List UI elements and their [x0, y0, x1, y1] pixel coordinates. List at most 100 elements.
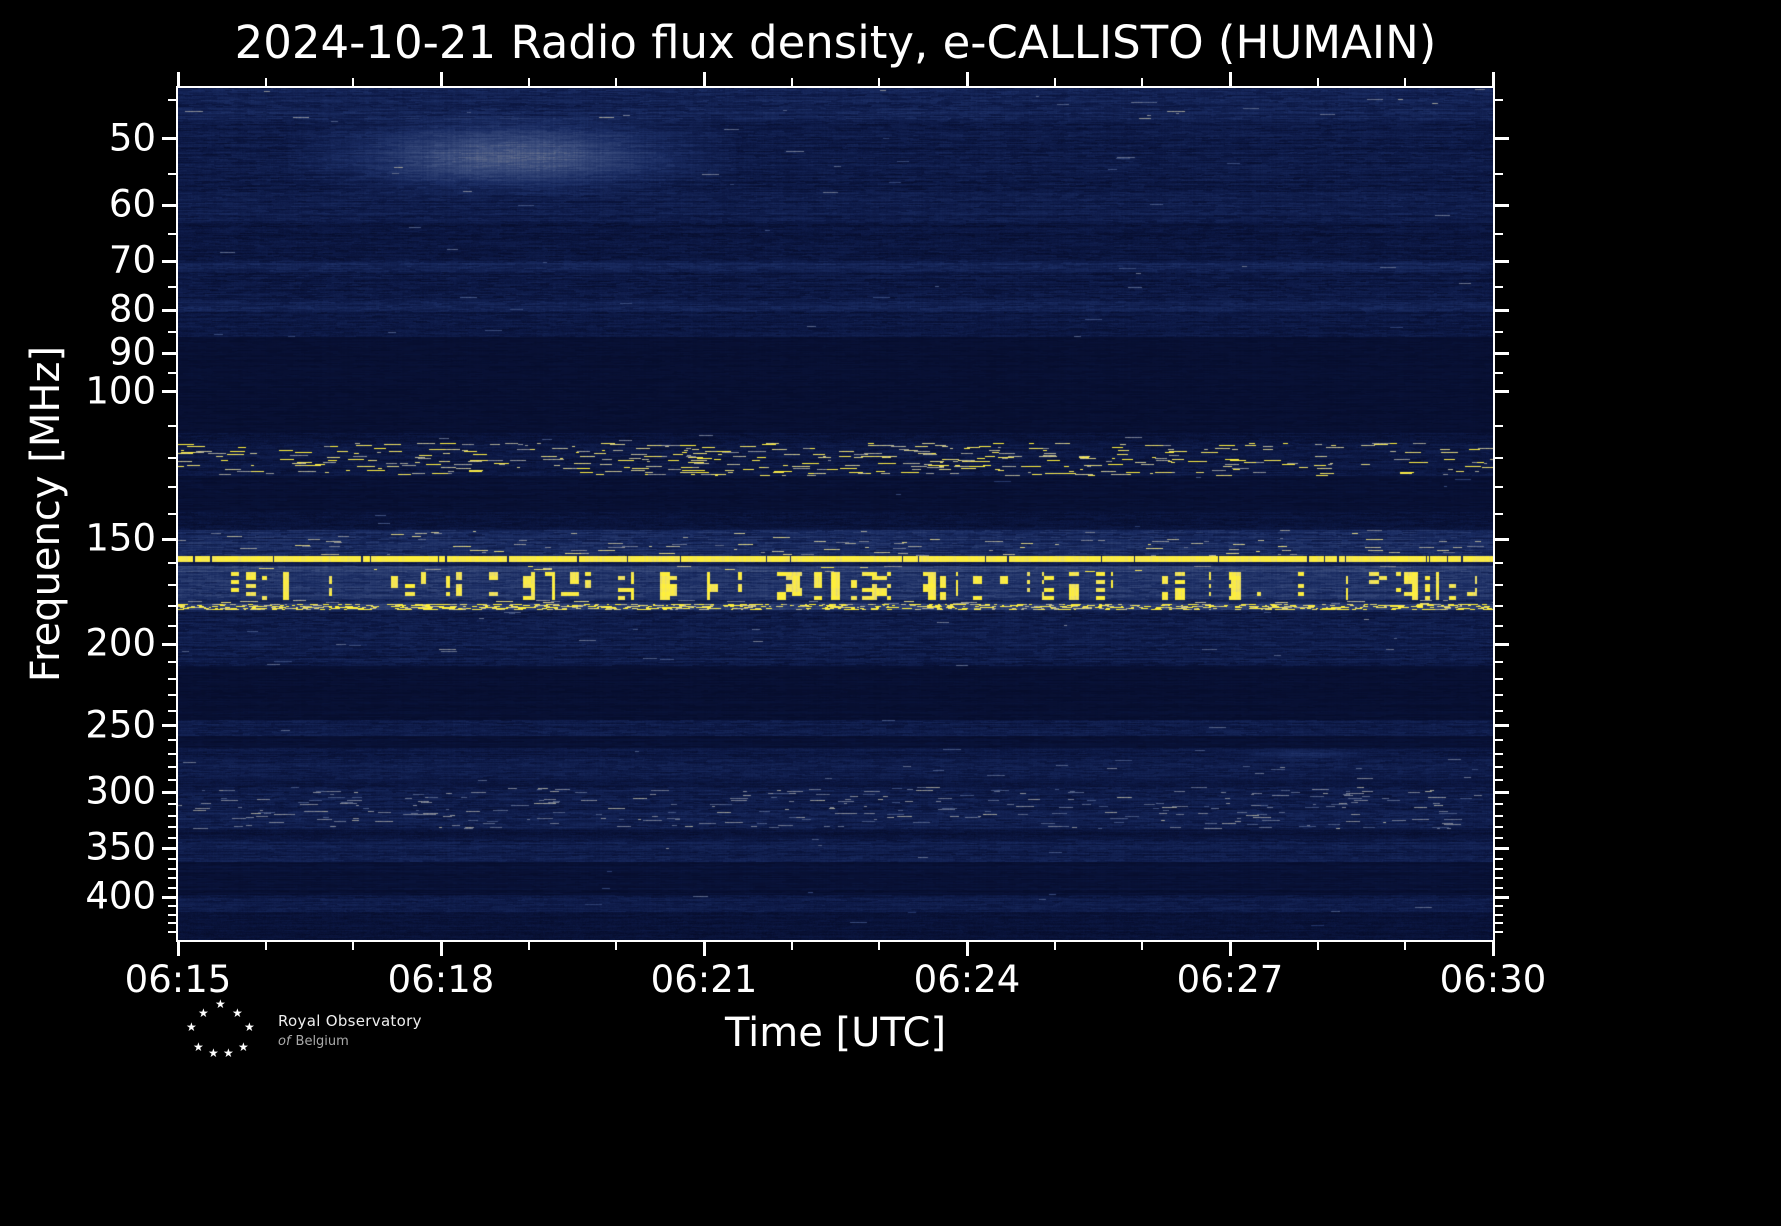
tick-mark [168, 765, 176, 768]
y-tick-label: 300 [85, 769, 156, 813]
tick-mark [1495, 624, 1503, 627]
tick-mark [1495, 877, 1503, 880]
tick-mark [1316, 942, 1319, 950]
tick-mark [168, 457, 176, 460]
tick-mark [1316, 78, 1319, 86]
tick-mark [1495, 678, 1503, 681]
tick-mark [439, 942, 443, 956]
tick-mark [1495, 846, 1509, 850]
tick-mark [1495, 371, 1503, 374]
x-axis-label: Time [UTC] [724, 1010, 947, 1056]
tick-mark [168, 905, 176, 908]
x-tick-label: 06:21 [650, 958, 758, 1001]
tick-mark [1495, 825, 1503, 828]
tick-mark [168, 661, 176, 664]
tick-mark [162, 724, 176, 728]
tick-mark [1495, 886, 1503, 889]
tick-mark [1495, 172, 1503, 175]
tick-mark [162, 351, 176, 355]
tick-mark [527, 942, 530, 950]
tick-mark [1141, 942, 1144, 950]
tick-mark [168, 738, 176, 741]
tick-mark [1495, 486, 1503, 489]
y-tick-label: 70 [108, 239, 156, 283]
star-icon: ★ [208, 1046, 219, 1060]
tick-mark [264, 78, 267, 86]
tick-mark [702, 72, 706, 86]
tick-mark [176, 72, 180, 86]
star-icon: ★ [223, 1046, 234, 1060]
tick-mark [1495, 604, 1503, 607]
star-icon: ★ [186, 1020, 197, 1034]
tick-mark [168, 486, 176, 489]
y-tick-label: 50 [108, 116, 156, 160]
tick-mark [1495, 390, 1509, 394]
tick-mark [965, 72, 969, 86]
tick-mark [1495, 930, 1503, 933]
tick-mark [162, 203, 176, 207]
tick-mark [168, 331, 176, 334]
tick-mark [1495, 857, 1503, 860]
tick-mark [162, 642, 176, 646]
star-icon: ★ [232, 1006, 243, 1020]
tick-mark [168, 867, 176, 870]
tick-mark [1495, 285, 1503, 288]
tick-mark [168, 913, 176, 916]
tick-mark [1228, 942, 1232, 956]
tick-mark [1495, 905, 1503, 908]
tick-mark [1495, 724, 1509, 728]
tick-mark [176, 942, 180, 956]
tick-mark [1404, 942, 1407, 950]
tick-mark [1495, 203, 1509, 207]
tick-mark [168, 857, 176, 860]
tick-mark [1404, 78, 1407, 86]
x-tick-label: 06:30 [1439, 958, 1547, 1001]
tick-mark [162, 390, 176, 394]
tick-mark [439, 72, 443, 86]
tick-mark [162, 137, 176, 141]
tick-mark [168, 694, 176, 697]
tick-mark [1495, 694, 1503, 697]
tick-mark [1495, 765, 1503, 768]
tick-mark [1495, 913, 1503, 916]
tick-mark [1495, 137, 1509, 141]
y-tick-label: 350 [85, 825, 156, 869]
chart-title: 2024-10-21 Radio flux density, e-CALLIST… [234, 16, 1437, 69]
tick-mark [162, 846, 176, 850]
tick-mark [168, 233, 176, 236]
tick-mark [1495, 661, 1503, 664]
y-tick-label: 150 [85, 517, 156, 561]
tick-mark [1495, 457, 1503, 460]
tick-mark [1495, 259, 1509, 263]
tick-mark [527, 78, 530, 86]
logo-text-belgium: Belgium [295, 1034, 349, 1049]
tick-mark [162, 308, 176, 312]
tick-mark [615, 942, 618, 950]
tick-mark [168, 99, 176, 102]
tick-mark [168, 604, 176, 607]
tick-mark [162, 895, 176, 899]
tick-mark [1495, 233, 1503, 236]
tick-mark [878, 942, 881, 950]
y-tick-label: 100 [85, 369, 156, 413]
spectrogram-canvas [178, 88, 1493, 940]
y-tick-label: 200 [85, 621, 156, 665]
tick-mark [1495, 738, 1503, 741]
x-tick-label: 06:15 [124, 958, 232, 1001]
y-tick-label: 250 [85, 703, 156, 747]
tick-mark [168, 584, 176, 587]
tick-mark [168, 814, 176, 817]
tick-mark [168, 778, 176, 781]
tick-mark [168, 561, 176, 564]
tick-mark [1495, 803, 1503, 806]
tick-mark [1495, 584, 1503, 587]
tick-mark [168, 425, 176, 428]
x-tick-label: 06:24 [913, 958, 1021, 1001]
tick-mark [790, 78, 793, 86]
tick-mark [790, 942, 793, 950]
y-tick-label: 90 [108, 330, 156, 374]
y-axis-label: Frequency [MHz] [23, 345, 69, 683]
tick-mark [1495, 922, 1503, 925]
logo-text-line2: of Belgium [278, 1034, 349, 1049]
star-icon: ★ [193, 1040, 204, 1054]
